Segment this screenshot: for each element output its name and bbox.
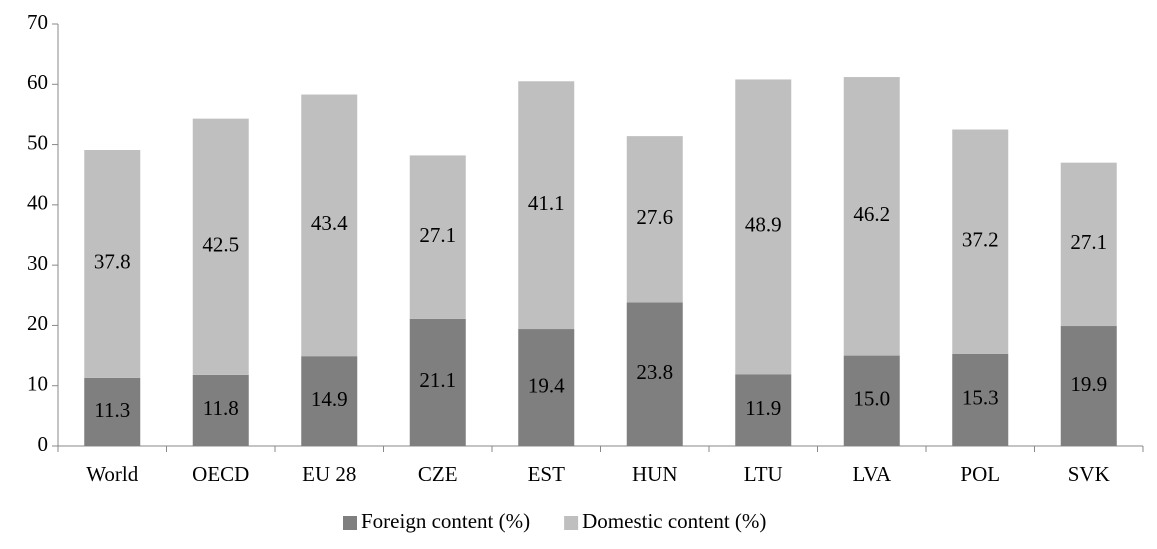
y-tick-label: 60: [27, 70, 48, 94]
bar-segment: [192, 374, 249, 446]
x-tick-label: OECD: [192, 462, 249, 486]
data-label: 42.5: [202, 233, 239, 257]
legend-label: Foreign content (%): [361, 509, 530, 533]
bar-segment: [409, 318, 466, 446]
legend-label: Domestic content (%): [582, 509, 766, 533]
bar-segment: [301, 94, 358, 357]
bar-segment: [843, 77, 900, 356]
y-tick-label: 20: [27, 311, 48, 335]
bar-segment: [626, 302, 683, 446]
y-tick-label: 40: [27, 191, 48, 215]
data-label: 23.8: [636, 360, 673, 384]
bar-segment: [84, 377, 141, 446]
x-tick-label: EU 28: [302, 462, 356, 486]
bar-segment: [301, 356, 358, 446]
y-tick-label: 50: [27, 130, 48, 154]
data-label: 48.9: [745, 213, 782, 237]
data-label: 27.6: [636, 205, 673, 229]
bar-segment: [952, 129, 1009, 354]
bar-segment: [843, 355, 900, 446]
data-label: 41.1: [528, 191, 565, 215]
data-label: 19.9: [1070, 372, 1107, 396]
data-label: 11.8: [203, 396, 239, 420]
bar-segment: [1060, 162, 1117, 327]
legend-swatch: [343, 516, 357, 530]
data-label: 43.4: [311, 211, 348, 235]
x-tick-label: HUN: [632, 462, 678, 486]
bar-segment: [626, 136, 683, 303]
x-tick-label: LTU: [744, 462, 783, 486]
bar-segment: [518, 329, 575, 446]
legend-swatch: [564, 516, 579, 530]
x-tick-label: World: [86, 462, 138, 486]
data-label: 37.2: [962, 227, 999, 251]
data-label: 11.9: [745, 396, 781, 420]
bar-segment: [84, 149, 141, 378]
y-tick-label: 70: [27, 10, 48, 34]
y-tick-label: 0: [38, 432, 49, 456]
bar-segment: [518, 81, 575, 330]
data-label: 27.1: [1070, 230, 1107, 254]
bar-segment: [735, 79, 792, 375]
data-label: 19.4: [528, 373, 565, 397]
bar-segment: [735, 374, 792, 446]
x-tick-label: CZE: [418, 462, 458, 486]
data-label: 11.3: [94, 398, 130, 422]
data-label: 46.2: [853, 202, 890, 226]
data-label: 15.3: [962, 386, 999, 410]
bar-segment: [409, 155, 466, 319]
x-tick-label: POL: [960, 462, 1000, 486]
y-tick-label: 10: [27, 372, 48, 396]
y-tick-label: 30: [27, 251, 48, 275]
bar-segment: [192, 118, 249, 375]
bar-segment: [1060, 326, 1117, 446]
x-tick-label: SVK: [1068, 462, 1110, 486]
data-label: 21.1: [419, 368, 456, 392]
x-tick-label: EST: [528, 462, 566, 486]
data-label: 27.1: [419, 223, 456, 247]
x-tick-label: LVA: [852, 462, 891, 486]
data-label: 14.9: [311, 387, 348, 411]
data-label: 15.0: [853, 387, 890, 411]
data-label: 37.8: [94, 250, 131, 274]
bar-segment: [952, 353, 1009, 446]
